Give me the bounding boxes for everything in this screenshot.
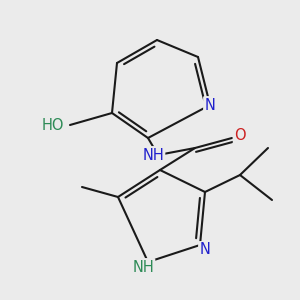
Text: HO: HO	[42, 118, 64, 133]
Text: N: N	[205, 98, 215, 112]
Text: N: N	[200, 242, 210, 257]
Text: NH: NH	[142, 148, 164, 163]
Text: O: O	[234, 128, 246, 143]
Text: NH: NH	[132, 260, 154, 274]
